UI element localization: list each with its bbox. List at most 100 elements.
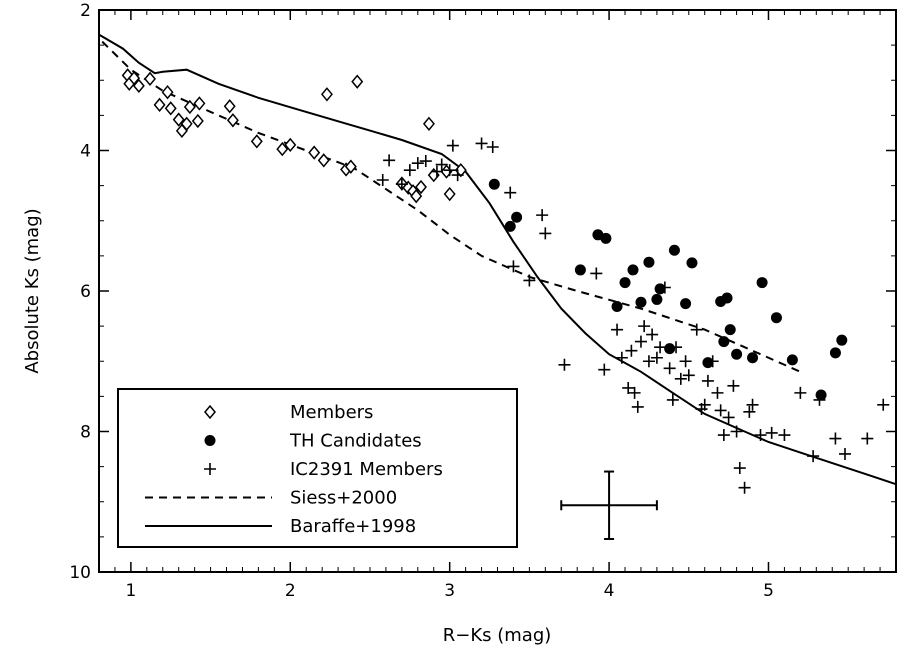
point-ic2391-members xyxy=(590,267,603,280)
point-th-candidates xyxy=(574,264,586,276)
point-ic2391-members xyxy=(722,411,735,424)
legend-th-candidates-swatch xyxy=(204,435,216,446)
point-ic2391-members xyxy=(807,450,820,463)
legend-items: Members TH Candidates IC2391 Members Siess+… xyxy=(145,402,443,537)
point-ic2391-members xyxy=(411,157,424,170)
point-ic2391-members xyxy=(650,351,663,364)
point-ic2391-members xyxy=(682,369,695,382)
point-members xyxy=(132,78,145,94)
point-ic2391-members xyxy=(706,355,719,368)
point-th-candidates xyxy=(619,277,631,289)
point-members xyxy=(153,97,166,113)
point-ic2391-members xyxy=(813,393,826,406)
point-ic2391-members xyxy=(861,432,874,445)
point-th-candidates xyxy=(815,389,827,401)
point-ic2391-members xyxy=(395,178,408,191)
point-ic2391-members xyxy=(666,393,679,406)
point-ic2391-members xyxy=(430,165,443,178)
point-ic2391-members xyxy=(446,139,459,152)
point-ic2391-members xyxy=(539,227,552,240)
point-ic2391-members xyxy=(615,351,628,364)
point-th-candidates xyxy=(643,256,655,268)
point-members xyxy=(193,96,206,111)
point-th-candidates xyxy=(721,292,733,304)
point-members xyxy=(308,145,321,160)
point-ic2391-members xyxy=(746,398,759,411)
point-th-candidates xyxy=(664,343,676,355)
point-ic2391-members xyxy=(701,374,714,387)
point-ic2391-members xyxy=(877,398,890,411)
point-th-candidates xyxy=(747,352,759,364)
point-ic2391-members xyxy=(765,426,778,439)
point-th-candidates xyxy=(627,264,639,276)
point-ic2391-members xyxy=(838,447,851,460)
legend: Members TH Candidates IC2391 Members Siess+… xyxy=(117,388,518,548)
error-bar xyxy=(560,470,658,540)
x-tick-label: 2 xyxy=(285,581,296,601)
y-tick-label: 6 xyxy=(80,282,91,302)
point-th-candidates xyxy=(756,277,768,289)
point-members xyxy=(226,113,239,128)
point-ic2391-members xyxy=(654,341,667,354)
point-ic2391-members xyxy=(727,379,740,392)
legend-th-candidates-label: TH Candidates xyxy=(289,431,422,452)
point-ic2391-members xyxy=(486,140,499,153)
point-th-candidates xyxy=(511,211,523,223)
curve-siess-2000 xyxy=(101,40,801,373)
y-tick-label: 2 xyxy=(80,1,91,21)
x-tick-label: 3 xyxy=(444,581,455,601)
point-ic2391-members xyxy=(634,335,647,348)
point-ic2391-members xyxy=(504,186,517,199)
point-members xyxy=(410,188,423,204)
point-th-candidates xyxy=(686,257,698,269)
point-members xyxy=(161,85,174,100)
point-members xyxy=(164,101,177,116)
point-th-candidates xyxy=(724,324,736,336)
point-th-candidates xyxy=(651,293,663,305)
point-members xyxy=(443,186,456,202)
point-ic2391-members xyxy=(733,462,746,475)
point-members xyxy=(223,99,236,114)
point-th-candidates xyxy=(836,334,848,346)
point-members xyxy=(320,87,333,102)
point-ic2391-members xyxy=(475,137,488,150)
point-members xyxy=(317,153,330,168)
point-ic2391-members xyxy=(711,386,724,399)
data-points xyxy=(121,68,890,494)
point-members xyxy=(191,113,204,129)
point-ic2391-members xyxy=(794,386,807,399)
point-ic2391-members xyxy=(611,323,624,336)
point-ic2391-members xyxy=(628,386,641,399)
axis-ticks xyxy=(99,9,897,573)
point-th-candidates xyxy=(611,300,623,312)
point-members xyxy=(284,137,297,153)
point-members xyxy=(276,141,289,157)
point-ic2391-members xyxy=(717,429,730,442)
point-ic2391-members xyxy=(690,323,703,336)
point-th-candidates xyxy=(786,354,798,366)
point-ic2391-members xyxy=(536,209,549,222)
point-ic2391-members xyxy=(829,432,842,445)
y-tick-label: 4 xyxy=(80,142,91,162)
point-ic2391-members xyxy=(743,405,756,418)
point-ic2391-members xyxy=(403,164,416,177)
point-ic2391-members xyxy=(622,381,635,394)
legend-members-swatch xyxy=(204,404,216,420)
point-ic2391-members xyxy=(383,154,396,167)
point-th-candidates xyxy=(829,347,841,359)
legend-baraffe-1998-label: Baraffe+1998 xyxy=(290,516,416,537)
legend-siess-2000-label: Siess+2000 xyxy=(290,488,397,509)
point-ic2391-members xyxy=(714,404,727,417)
point-ic2391-members xyxy=(778,429,791,442)
point-th-candidates xyxy=(504,220,516,232)
point-ic2391-members xyxy=(443,164,456,177)
point-ic2391-members xyxy=(523,274,536,287)
point-th-candidates xyxy=(680,298,692,310)
legend-members-label: Members xyxy=(290,402,373,423)
point-th-candidates xyxy=(600,232,612,244)
legend-ic2391-members-label: IC2391 Members xyxy=(290,459,443,480)
y-axis-title: Absolute Ks (mag) xyxy=(22,208,43,373)
curve-baraffe-1998 xyxy=(98,33,897,486)
point-ic2391-members xyxy=(730,425,743,438)
point-members xyxy=(144,71,156,87)
